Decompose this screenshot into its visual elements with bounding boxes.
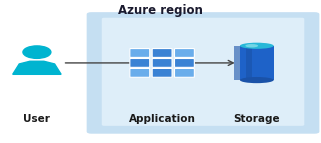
FancyBboxPatch shape — [175, 58, 194, 67]
FancyBboxPatch shape — [130, 49, 150, 57]
FancyBboxPatch shape — [175, 49, 194, 57]
Bar — [240, 46, 273, 80]
FancyBboxPatch shape — [130, 58, 150, 67]
Polygon shape — [13, 61, 61, 74]
FancyBboxPatch shape — [175, 68, 194, 77]
Text: Application: Application — [129, 114, 195, 124]
FancyBboxPatch shape — [102, 18, 304, 126]
Text: Storage: Storage — [233, 114, 280, 124]
Bar — [234, 46, 240, 80]
FancyBboxPatch shape — [152, 68, 172, 77]
Circle shape — [23, 46, 51, 58]
FancyBboxPatch shape — [87, 12, 319, 134]
FancyBboxPatch shape — [130, 68, 150, 77]
FancyBboxPatch shape — [152, 58, 172, 67]
Ellipse shape — [245, 44, 258, 47]
FancyBboxPatch shape — [152, 49, 172, 57]
Text: Azure region: Azure region — [118, 4, 203, 17]
Text: User: User — [23, 114, 50, 124]
Bar — [246, 46, 252, 80]
Ellipse shape — [240, 77, 273, 83]
Ellipse shape — [240, 43, 273, 49]
